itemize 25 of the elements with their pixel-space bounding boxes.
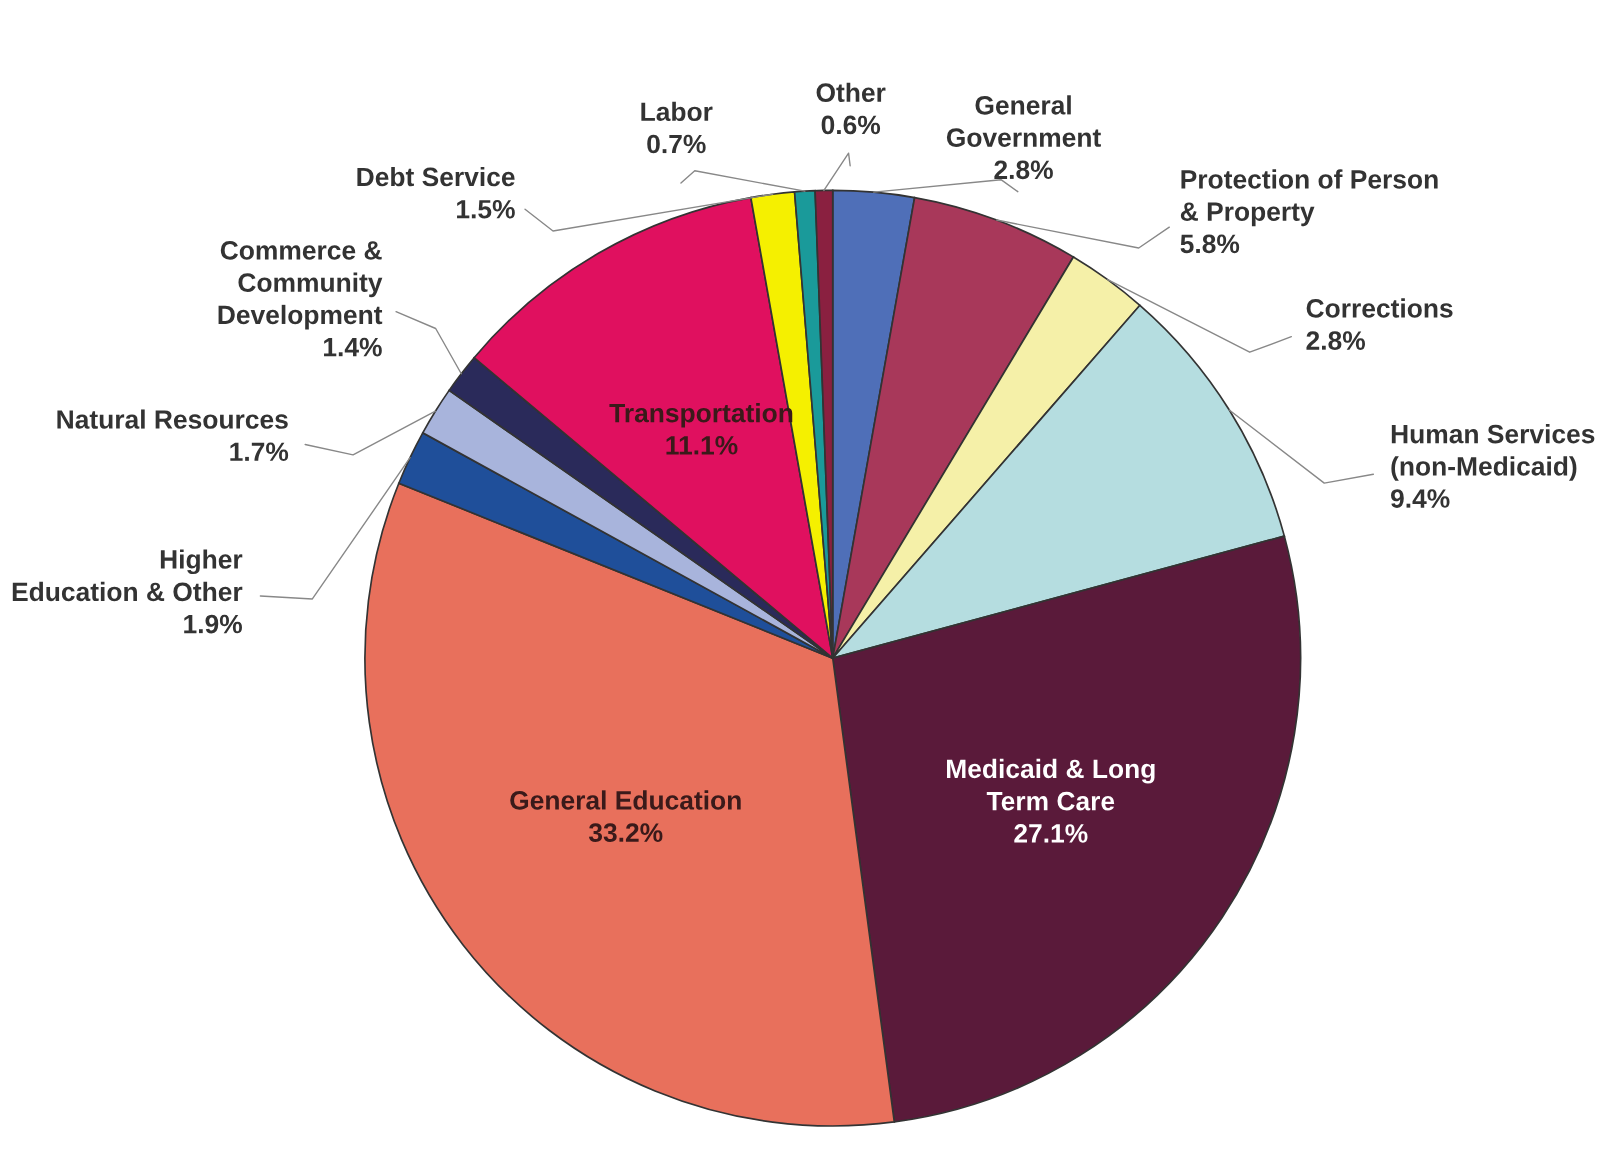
slice-label: Corrections xyxy=(1306,298,1453,318)
data-label: 33.2% xyxy=(588,823,663,842)
data-label: 1.5% xyxy=(457,199,515,219)
slice-label: Human Services (non-Medicaid) xyxy=(1391,424,1595,481)
slice-label: Debt Service xyxy=(357,166,515,187)
slice-label: Protection of Person & Property xyxy=(1180,169,1438,227)
data-label: 2.8% xyxy=(994,160,1053,180)
data-label: 2.8% xyxy=(1306,331,1366,350)
slice-label: Labor xyxy=(641,101,713,122)
data-label: 1.9% xyxy=(184,614,242,634)
data-label: 1.4% xyxy=(324,337,382,357)
slice-label: Higher Education & Other xyxy=(12,549,243,602)
data-label: 9.4% xyxy=(1391,489,1450,508)
data-label: 0.6% xyxy=(821,115,881,135)
slice-label: Commerce & Community Development xyxy=(218,241,383,330)
slice-label: General Government xyxy=(946,95,1101,147)
slice-label: Medicaid & Long Term Care xyxy=(947,758,1155,811)
slice-label: Natural Resources xyxy=(57,409,288,429)
data-label: 0.7% xyxy=(647,134,706,154)
slice-label: General Education xyxy=(510,790,741,810)
slice-label: Other xyxy=(816,82,886,103)
data-label: 5.8% xyxy=(1180,234,1240,254)
data-label: 11.1% xyxy=(666,436,738,455)
data-label: 1.7% xyxy=(230,442,289,462)
data-label: 27.1% xyxy=(1014,824,1088,843)
